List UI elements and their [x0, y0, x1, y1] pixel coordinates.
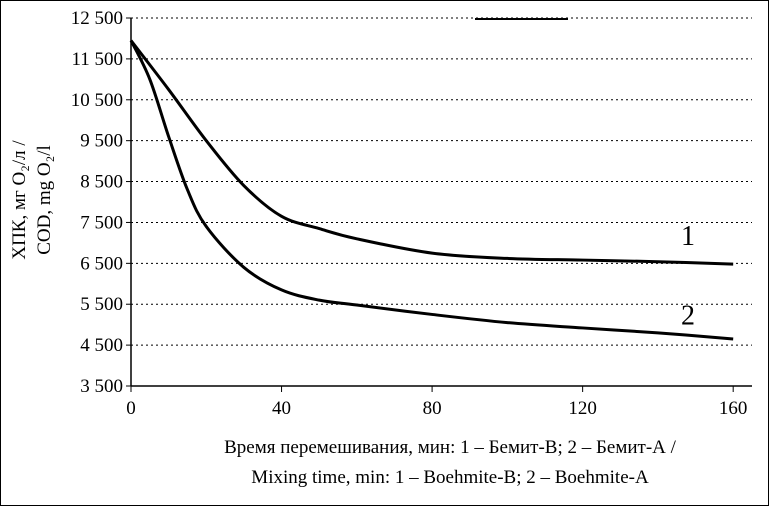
- series-lines: [129, 39, 734, 341]
- y-axis-label: ХПК, мг O₂/л / COD, mg O₂/l: [9, 140, 55, 260]
- curve-labels: 12: [681, 221, 695, 332]
- grid-lines: [131, 17, 752, 346]
- y-tick-label-5500: 5 500: [80, 294, 123, 315]
- y-tick-labels: 3 500 4 500 5 500 6 500 7 500 8 500 9 500 10 50…: [71, 8, 123, 397]
- y-tick-label-9500: 9 500: [80, 131, 123, 152]
- y-tick-label-12500: 12 500: [71, 8, 123, 29]
- y-tick-label-11500: 11 500: [71, 49, 123, 70]
- y-tick-label-10500: 10 500: [71, 90, 123, 111]
- x-tick-label-160: 160: [719, 398, 748, 419]
- curve-label-1: 1: [681, 221, 695, 252]
- axes: [126, 17, 752, 392]
- y-tick-label-4500: 4 500: [80, 335, 123, 356]
- y-axis-label-en: COD, mg O₂/l: [34, 145, 55, 255]
- y-tick-label-3500: 3 500: [80, 376, 123, 397]
- x-tick-label-40: 40: [272, 398, 291, 419]
- series-line-1: [129, 39, 734, 266]
- y-tick-label-7500: 7 500: [80, 212, 123, 233]
- y-axis-label-ru: ХПК, мг O₂/л /: [9, 140, 30, 260]
- y-tick-label-6500: 6 500: [80, 253, 123, 274]
- x-axis-label-ru: Время перемешивания, мин: 1 – Бемит-В; 2…: [224, 437, 676, 458]
- x-tick-label-120: 120: [568, 398, 597, 419]
- x-tick-labels: 0 40 80 120 160: [126, 398, 747, 419]
- curve-label-2: 2: [681, 301, 695, 332]
- series-line-2: [129, 39, 734, 341]
- x-tick-label-80: 80: [423, 398, 442, 419]
- x-axis-label-en: Mixing time, min: 1 – Boehmite-B; 2 – Bo…: [251, 467, 649, 488]
- x-tick-label-0: 0: [126, 398, 136, 419]
- y-tick-label-8500: 8 500: [80, 172, 123, 193]
